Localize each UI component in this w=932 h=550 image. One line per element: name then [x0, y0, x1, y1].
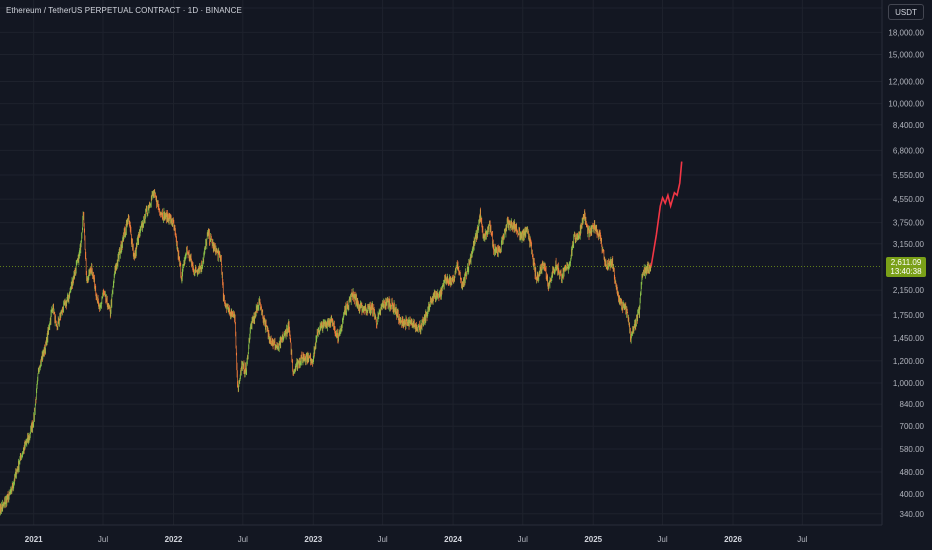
last-price-value: 2,611.09 [890, 257, 922, 267]
y-tick-label: 700.00 [900, 422, 925, 431]
y-tick-label: 4,550.00 [893, 195, 925, 204]
x-tick-label: Jul [98, 535, 108, 544]
y-tick-label: 12,000.00 [888, 78, 924, 87]
y-tick-label: 840.00 [900, 400, 925, 409]
time-axis[interactable]: 2021 Jul 2022 Jul 2023 Jul 2024 Jul 2025 Jul 2026 J… [25, 535, 808, 544]
chart-title: Ethereum / TetherUS PERPETUAL CONTRACT ·… [6, 6, 242, 15]
currency-button[interactable]: USDT [888, 4, 924, 20]
y-tick-label: 3,150.00 [893, 240, 925, 249]
y-tick-label: 5,550.00 [893, 171, 925, 180]
y-tick-label: 400.00 [900, 490, 925, 499]
x-tick-label: 2021 [25, 535, 43, 544]
y-tick-label: 18,000.00 [888, 28, 924, 37]
y-tick-label: 480.00 [900, 468, 925, 477]
projection-series [650, 161, 683, 267]
y-tick-label: 15,000.00 [888, 50, 924, 59]
y-tick-label: 3,750.00 [893, 219, 925, 228]
x-tick-label: Jul [518, 535, 528, 544]
price-axis[interactable]: 340.00 400.00 480.00 580.00 700.00 840.00 1,00… [888, 4, 924, 519]
y-tick-label: 1,750.00 [893, 311, 925, 320]
x-tick-label: 2024 [444, 535, 462, 544]
y-tick-label: 8,400.00 [893, 121, 925, 130]
y-tick-label: 1,000.00 [893, 379, 925, 388]
x-tick-label: Jul [657, 535, 667, 544]
x-tick-label: Jul [377, 535, 387, 544]
x-tick-label: 2025 [584, 535, 602, 544]
y-tick-label: 1,200.00 [893, 357, 925, 366]
y-tick-label: 6,800.00 [893, 146, 925, 155]
y-tick-label: 2,150.00 [893, 286, 925, 295]
y-tick-label: 1,450.00 [893, 334, 925, 343]
x-tick-label: Jul [238, 535, 248, 544]
projection-line [650, 161, 683, 267]
last-price-label: 2,611.09 13:40:38 [886, 256, 926, 277]
x-tick-label: 2022 [165, 535, 183, 544]
y-tick-label: 10,000.00 [888, 100, 924, 109]
y-tick-label: 340.00 [900, 510, 925, 519]
x-tick-label: 2023 [304, 535, 322, 544]
x-tick-label: Jul [797, 535, 807, 544]
y-tick-label: 580.00 [900, 445, 925, 454]
candles-series [0, 189, 652, 516]
x-tick-label: 2026 [724, 535, 742, 544]
countdown-timer: 13:40:38 [890, 266, 922, 276]
